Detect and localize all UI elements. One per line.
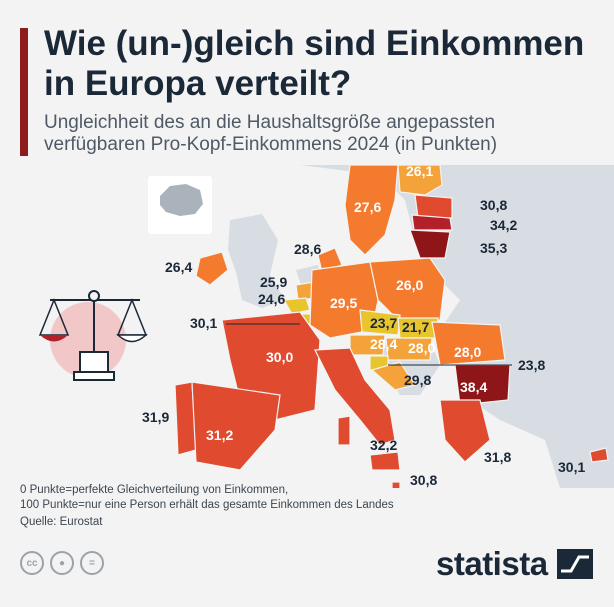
- label-latvia: 30,8: [480, 197, 507, 213]
- label-czechia: 23,7: [370, 315, 397, 331]
- country-hungary: [385, 337, 433, 361]
- country-sweden: [344, 164, 399, 256]
- label-sweden: 27,6: [354, 199, 381, 215]
- label-estonia: 34,2: [490, 217, 517, 233]
- note-line-1: 0 Punkte=perfekte Gleichverteilung von E…: [20, 484, 289, 496]
- label-greece: 31,8: [484, 449, 511, 465]
- equals-icon[interactable]: =: [80, 551, 104, 575]
- label-france: 30,0: [266, 349, 293, 365]
- subtitle-line-2: verfügbaren Pro-Kopf-Einkommens 2024 (in…: [44, 134, 498, 155]
- cc-icon[interactable]: cc: [20, 551, 44, 575]
- label-italy: 32,2: [370, 437, 397, 453]
- label-germany: 29,5: [330, 295, 357, 311]
- label-austria: 28,4: [370, 336, 397, 352]
- europe-map: 26,1 27,6 30,8 34,2 35,3 28,6 26,4 25,9 …: [38, 163, 614, 488]
- country-finland: [397, 164, 443, 196]
- label-spain: 31,2: [206, 427, 233, 443]
- country-italy: [314, 347, 396, 446]
- note-line-2: 100 Punkte=nur eine Person erhält das ge…: [20, 499, 394, 511]
- title-line-1: Wie (un-)gleich sind Einkommen: [44, 24, 585, 63]
- license-icons: cc ● =: [20, 551, 104, 575]
- country-italy-sardinia: [337, 415, 351, 446]
- label-belgium: 24,6: [258, 291, 285, 307]
- eu-countries: [174, 164, 609, 488]
- label-slovakia: 21,7: [402, 319, 429, 335]
- country-belgium: [283, 297, 311, 315]
- label-romania: 28,0: [454, 344, 481, 360]
- label-cyprus: 30,1: [558, 459, 585, 475]
- label-malta: 30,8: [410, 472, 437, 488]
- source-text: Quelle: Eurostat: [20, 516, 103, 528]
- label-lithuania: 35,3: [480, 240, 507, 256]
- brand-logo: statista: [436, 545, 548, 582]
- by-icon[interactable]: ●: [50, 551, 74, 575]
- country-romania: [431, 321, 506, 366]
- label-slovenia: 23,8: [518, 357, 545, 373]
- label-luxembourg: 30,1: [190, 315, 217, 331]
- country-ireland: [195, 251, 229, 286]
- country-poland: [369, 257, 446, 323]
- title-line-2: in Europa verteilt?: [44, 64, 352, 103]
- country-lithuania: [409, 229, 451, 259]
- country-denmark: [317, 247, 343, 273]
- country-latvia: [414, 194, 453, 219]
- value-labels: 26,1 27,6 30,8 34,2 35,3 28,6 26,4 25,9 …: [142, 163, 585, 488]
- country-greece: [439, 399, 491, 463]
- iceland-inset: [148, 176, 212, 234]
- explanation-note: 0 Punkte=perfekte Gleichverteilung von E…: [20, 483, 394, 513]
- scale-icon: [38, 290, 148, 381]
- label-netherlands: 25,9: [260, 274, 287, 290]
- brand-mark-icon: [557, 549, 593, 579]
- leader-lines: [226, 323, 512, 366]
- subtitle: Ungleichheit des an die Haushaltsgröße a…: [44, 112, 604, 156]
- label-hungary: 28,0: [408, 340, 435, 356]
- label-bulgaria: 38,4: [460, 379, 487, 395]
- label-poland: 26,0: [396, 277, 423, 293]
- label-finland: 26,1: [406, 163, 433, 179]
- label-croatia: 29,8: [404, 372, 431, 388]
- country-italy-sicily: [369, 451, 401, 471]
- subtitle-line-1: Ungleichheit des an die Haushaltsgröße a…: [44, 112, 496, 133]
- country-malta: [391, 481, 401, 488]
- label-ireland: 26,4: [165, 259, 192, 275]
- country-cyprus: [589, 447, 609, 463]
- label-denmark: 28,6: [294, 241, 321, 257]
- country-spain: [191, 381, 281, 471]
- country-estonia: [411, 214, 453, 231]
- country-czechia: [359, 309, 401, 336]
- label-portugal: 31,9: [142, 409, 169, 425]
- page-title: Wie (un-)gleich sind Einkommen in Europa…: [44, 24, 604, 104]
- title-accent-bar: [20, 28, 28, 156]
